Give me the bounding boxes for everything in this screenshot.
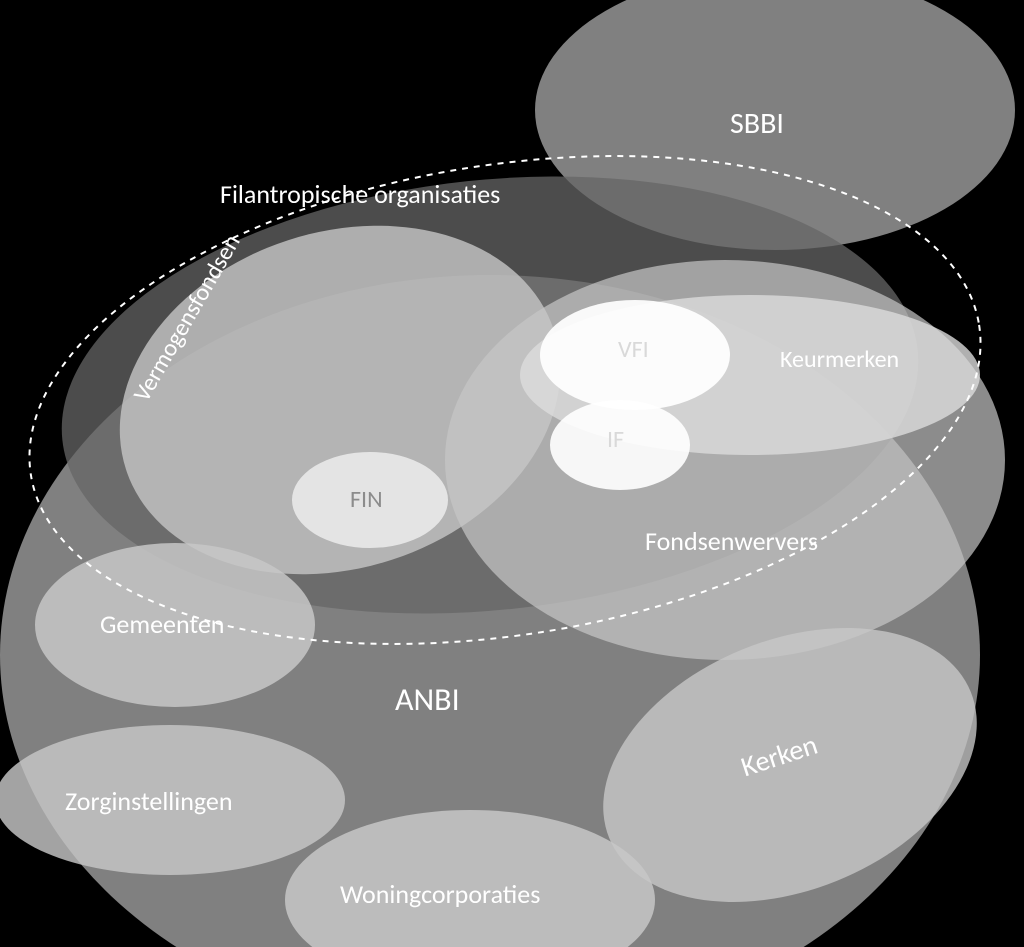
label-woningcorporaties: Woningcorporaties xyxy=(340,878,540,910)
label-keurmerken: Keurmerken xyxy=(780,345,899,374)
label-zorginstellingen: Zorginstellingen xyxy=(65,785,233,817)
label-fin: FIN xyxy=(350,485,383,514)
label-anbi: ANBI xyxy=(395,680,460,719)
venn-diagram: SBBI Filantropische organisaties Vermoge… xyxy=(0,0,1024,947)
label-fondsenwervers: Fondsenwervers xyxy=(645,525,818,557)
label-if: IF xyxy=(607,425,624,454)
label-vfi: VFI xyxy=(618,335,649,364)
label-sbbi: SBBI xyxy=(730,105,784,142)
label-filantropische: Filantropische organisaties xyxy=(220,178,500,210)
label-gemeenten: Gemeenten xyxy=(100,608,224,640)
